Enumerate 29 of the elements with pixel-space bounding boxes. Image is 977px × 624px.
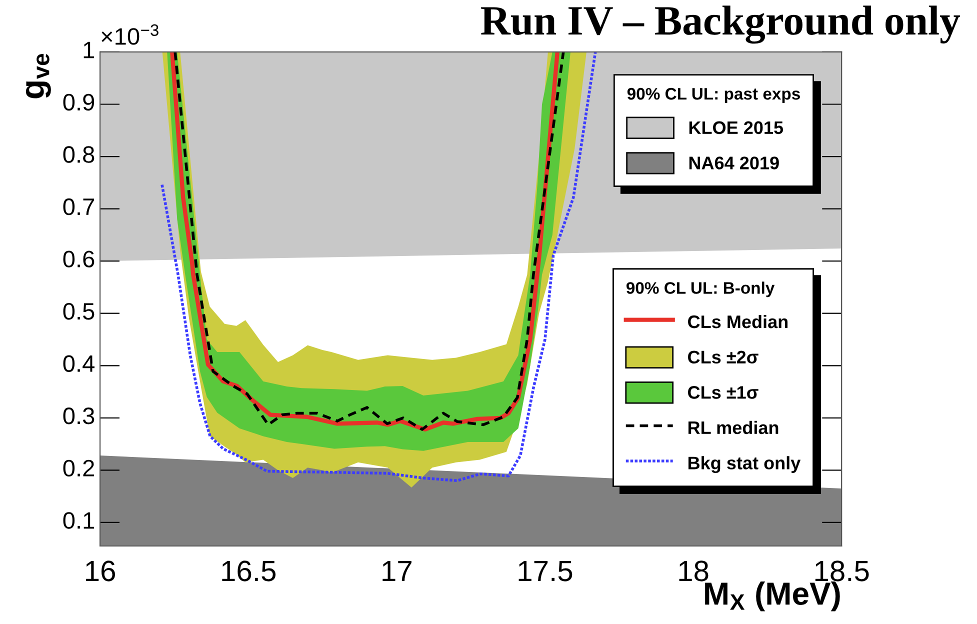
y-tick-label: 0.7 bbox=[63, 198, 94, 216]
y-tick-label: 0.6 bbox=[63, 250, 94, 268]
x-tick-label: 18 bbox=[679, 560, 708, 582]
x-tick-label: 18.5 bbox=[815, 560, 869, 582]
legend-label: NA64 2019 bbox=[689, 156, 779, 170]
legend-label: CLs ±1σ bbox=[688, 386, 758, 399]
text: ×10$^{−3}$ bbox=[102, 24, 158, 45]
text: 90% CL UL: B-only bbox=[626, 282, 775, 298]
legend-label: Bkg stat only bbox=[688, 456, 801, 474]
x-tick-label: 16 bbox=[86, 560, 115, 582]
chart-title: Run IV – Background only bbox=[480, 6, 960, 44]
x-tick-label: 17.5 bbox=[518, 560, 572, 582]
y-tick-label: 0.5 bbox=[63, 302, 94, 320]
y-tick-label: 0.8 bbox=[63, 146, 94, 163]
legend-label: KLOE 2015 bbox=[689, 121, 784, 134]
y-tick-label: 0.3 bbox=[63, 408, 94, 424]
y-tick-label: 0.4 bbox=[63, 355, 94, 372]
text: 90% CL UL: past exps bbox=[627, 88, 800, 104]
legend-label: CLs Median bbox=[688, 314, 788, 328]
x-tick-label: 16.5 bbox=[222, 560, 276, 582]
x-axis-title: M$_{X}$ (MeV) bbox=[705, 582, 840, 612]
y-axis-title: g$_{ve}$ bbox=[26, 54, 51, 98]
legend-label: RL median bbox=[688, 420, 778, 434]
y-tick-label: 0.9 bbox=[63, 94, 94, 111]
legend-label: CLs ±2σ bbox=[688, 350, 758, 364]
y-tick-label: 1 bbox=[84, 42, 94, 58]
x-tick-label: 17 bbox=[382, 560, 412, 582]
y-tick-label: 0.2 bbox=[63, 460, 94, 477]
y-tick-label: 0.1 bbox=[63, 512, 94, 529]
